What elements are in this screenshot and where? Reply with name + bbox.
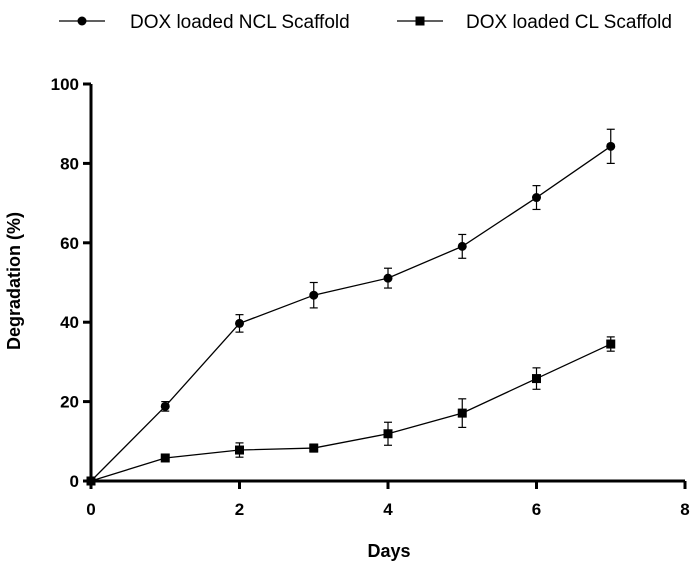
series-1 <box>86 128 616 486</box>
series-1-point-4 <box>383 273 393 283</box>
series-2-point-3 <box>309 443 319 453</box>
y-tick-label-60: 60 <box>60 234 79 253</box>
y-tick-label-40: 40 <box>60 313 79 332</box>
series-1-point-5 <box>457 241 467 251</box>
series-1-line <box>90 145 612 482</box>
y-tick-label-0: 0 <box>70 472 79 491</box>
series-2-point-1 <box>160 453 170 463</box>
legend-item-1: DOX loaded NCL Scaffold <box>59 12 350 33</box>
x-tick-label-2: 2 <box>235 500 244 519</box>
axes: 0 20 40 60 80 100 0 2 4 6 8 <box>51 75 690 519</box>
series-2-point-6 <box>532 374 541 384</box>
x-tick-label-4: 4 <box>383 500 393 519</box>
series-2-point-5 <box>457 408 467 418</box>
y-tick-label-100: 100 <box>51 75 79 94</box>
y-tick-label-80: 80 <box>60 154 79 173</box>
y-axis-title: Degradation (%) <box>4 212 24 350</box>
series-2-point-0 <box>86 476 96 486</box>
series-1-point-1 <box>160 401 170 411</box>
legend-marker-1 <box>77 16 87 26</box>
series-2-line <box>90 343 612 482</box>
series-2-point-7 <box>606 339 616 349</box>
x-tick-label-0: 0 <box>86 500 95 519</box>
x-axis-title: Days <box>367 541 410 561</box>
y-tick-label-20: 20 <box>60 393 79 412</box>
series-2 <box>86 336 616 486</box>
series-1-point-3 <box>309 290 319 300</box>
series-1-point-7 <box>606 141 616 151</box>
series-1-point-6 <box>532 193 541 203</box>
series-1-point-2 <box>235 318 244 328</box>
x-tick-label-8: 8 <box>680 500 689 519</box>
series-2-point-2 <box>235 445 244 455</box>
legend-item-2: DOX loaded CL Scaffold <box>397 12 672 33</box>
legend-label-2: DOX loaded CL Scaffold <box>466 12 672 33</box>
legend-label-1: DOX loaded NCL Scaffold <box>130 12 350 33</box>
legend: DOX loaded NCL Scaffold DOX loaded CL Sca… <box>59 12 672 33</box>
plot-area <box>86 128 616 486</box>
x-tick-label-6: 6 <box>532 500 541 519</box>
series-2-point-4 <box>383 429 393 439</box>
legend-marker-2 <box>415 16 425 26</box>
